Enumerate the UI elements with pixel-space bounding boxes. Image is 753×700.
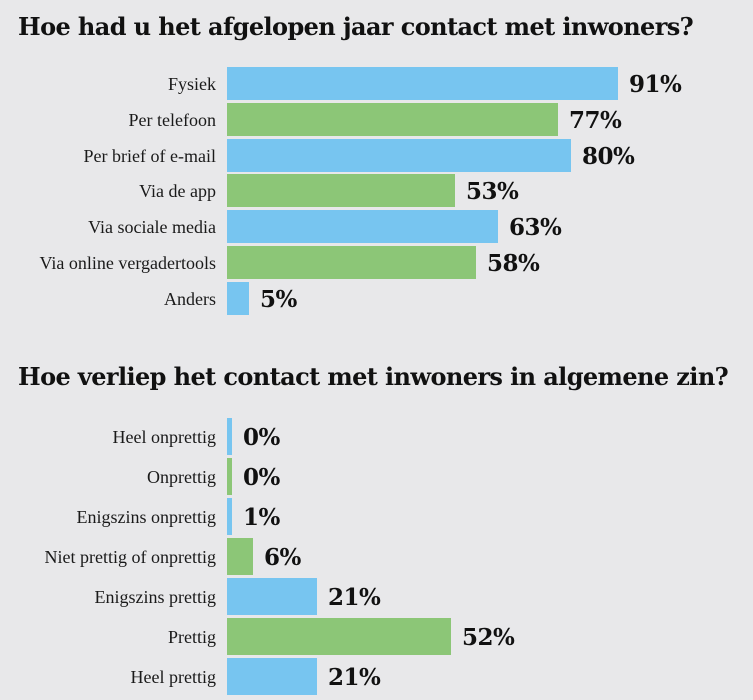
bar — [227, 103, 558, 136]
value-label: 6% — [264, 544, 301, 571]
value-label: 80% — [582, 143, 635, 170]
bar — [227, 282, 249, 315]
bar — [227, 174, 455, 207]
bar — [227, 578, 317, 615]
value-label: 21% — [328, 584, 381, 611]
category-label: Via de app — [139, 181, 216, 201]
value-label: 0% — [243, 424, 280, 451]
category-label: Via sociale media — [88, 217, 216, 237]
value-label: 1% — [243, 504, 280, 531]
value-label: 5% — [260, 286, 297, 313]
bar — [227, 418, 232, 455]
bar — [227, 538, 253, 575]
bar — [227, 139, 571, 172]
bar — [227, 618, 451, 655]
value-label: 53% — [466, 178, 519, 205]
category-label: Onprettig — [147, 467, 216, 487]
bar — [227, 498, 232, 535]
category-label: Per telefoon — [128, 110, 216, 130]
bar — [227, 210, 498, 243]
category-label: Fysiek — [167, 74, 216, 94]
value-label: 58% — [487, 250, 540, 277]
bar — [227, 458, 232, 495]
category-label: Enigszins prettig — [94, 587, 216, 607]
chart-title: Hoe verliep het contact met inwoners in … — [18, 362, 729, 391]
value-label: 77% — [569, 107, 622, 134]
value-label: 63% — [509, 214, 562, 241]
chart-title: Hoe had u het afgelopen jaar contact met… — [18, 12, 694, 41]
category-label: Prettig — [168, 627, 216, 647]
bar — [227, 67, 618, 100]
category-label: Enigszins onprettig — [76, 507, 216, 527]
bar — [227, 246, 476, 279]
category-label: Via online vergadertools — [39, 253, 216, 273]
value-label: 91% — [629, 71, 682, 98]
bar — [227, 658, 317, 695]
category-label: Anders — [164, 289, 216, 309]
category-label: Per brief of e-mail — [83, 146, 216, 166]
value-label: 0% — [243, 464, 280, 491]
category-label: Heel onprettig — [112, 427, 216, 447]
category-label: Niet prettig of onprettig — [44, 547, 216, 567]
value-label: 21% — [328, 664, 381, 691]
chart-contact-methods: Hoe had u het afgelopen jaar contact met… — [0, 0, 753, 330]
category-label: Heel prettig — [130, 667, 216, 687]
value-label: 52% — [462, 624, 515, 651]
